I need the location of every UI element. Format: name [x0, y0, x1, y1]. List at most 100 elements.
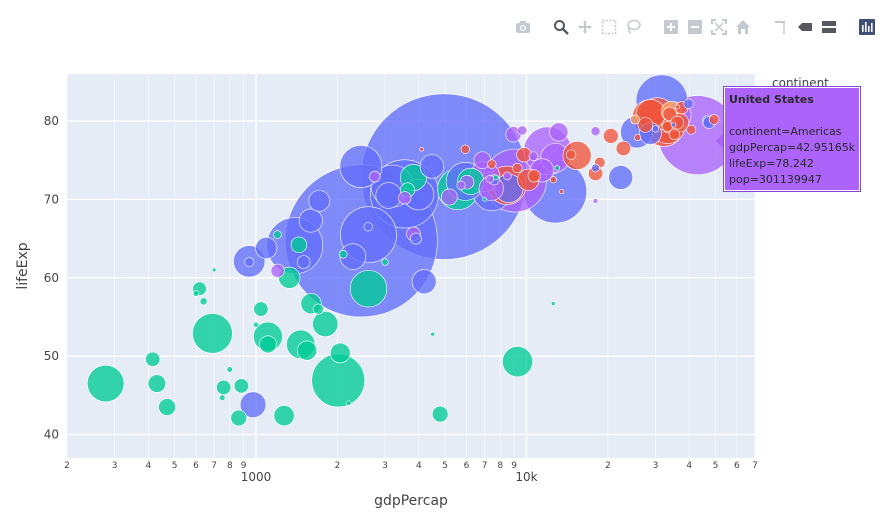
- bubble-africa[interactable]: [273, 405, 295, 427]
- bubble-europe[interactable]: [559, 188, 565, 195]
- bubble-africa[interactable]: [199, 297, 208, 306]
- bubble-africa[interactable]: [216, 379, 232, 395]
- bubble-africa[interactable]: [226, 366, 233, 373]
- bubble-americas[interactable]: [549, 122, 569, 142]
- bubble-americas[interactable]: [590, 126, 601, 137]
- bubble-africa[interactable]: [192, 290, 200, 297]
- bubble-europe[interactable]: [634, 133, 642, 142]
- bubble-africa[interactable]: [219, 394, 226, 401]
- bubble-africa[interactable]: [290, 236, 308, 254]
- bubble-africa[interactable]: [297, 340, 318, 361]
- x-minor-tick-label: 2: [335, 461, 341, 471]
- hover-compare-icon[interactable]: [820, 16, 838, 38]
- bubble-africa[interactable]: [554, 165, 561, 171]
- bubble-africa[interactable]: [145, 351, 161, 367]
- bubble-americas[interactable]: [517, 125, 528, 136]
- pan-icon[interactable]: [576, 16, 594, 38]
- bubble-americas[interactable]: [503, 171, 512, 181]
- bubble-africa[interactable]: [230, 409, 247, 427]
- bubble-europe[interactable]: [661, 120, 673, 133]
- bubble-europe[interactable]: [512, 162, 523, 174]
- bubble-europe[interactable]: [460, 144, 470, 154]
- bubble-asia[interactable]: [608, 165, 634, 190]
- bubble-africa[interactable]: [253, 321, 260, 328]
- bubble-europe[interactable]: [603, 128, 619, 144]
- bubble-americas[interactable]: [440, 188, 458, 206]
- bubble-asia[interactable]: [244, 257, 255, 267]
- camera-icon[interactable]: [514, 16, 532, 38]
- bubble-layer[interactable]: [87, 74, 738, 427]
- bubble-asia[interactable]: [651, 125, 660, 133]
- bubble-africa[interactable]: [381, 258, 389, 266]
- bubble-oceania[interactable]: [630, 114, 640, 125]
- bubble-asia[interactable]: [375, 182, 402, 209]
- bubble-asia[interactable]: [409, 232, 422, 245]
- bubble-asia[interactable]: [298, 208, 323, 233]
- bubble-asia[interactable]: [239, 391, 267, 418]
- bubble-africa[interactable]: [233, 378, 249, 394]
- bubble-europe[interactable]: [565, 149, 577, 160]
- bubble-asia[interactable]: [411, 269, 437, 295]
- bubble-americas[interactable]: [592, 198, 599, 204]
- bubble-africa[interactable]: [338, 249, 348, 259]
- bubble-europe[interactable]: [686, 124, 697, 135]
- bubble-europe[interactable]: [419, 146, 425, 152]
- bubble-asia[interactable]: [591, 163, 600, 173]
- bubble-africa[interactable]: [349, 270, 388, 308]
- bubble-africa[interactable]: [430, 331, 435, 337]
- x-minor-tick-label: 3: [112, 461, 118, 471]
- bubble-africa[interactable]: [192, 313, 233, 354]
- x-minor-tick-label: 5: [172, 461, 178, 471]
- bubble-europe[interactable]: [487, 159, 497, 169]
- bubble-africa[interactable]: [87, 364, 125, 403]
- bubble-europe[interactable]: [637, 117, 654, 133]
- x-minor-tick-label: 6: [193, 461, 199, 471]
- bubble-europe[interactable]: [675, 104, 680, 110]
- bubble-europe[interactable]: [615, 140, 632, 157]
- bubble-africa[interactable]: [492, 174, 499, 181]
- bubble-africa[interactable]: [551, 301, 556, 306]
- bubble-europe[interactable]: [562, 141, 592, 170]
- bubble-asia[interactable]: [671, 122, 677, 128]
- bubble-africa[interactable]: [312, 303, 324, 315]
- lasso-icon[interactable]: [624, 16, 642, 38]
- spike-lines-icon[interactable]: [772, 16, 790, 38]
- bubble-africa[interactable]: [346, 400, 352, 406]
- zoom-icon[interactable]: [552, 16, 570, 38]
- bubble-europe[interactable]: [527, 169, 541, 183]
- bubble-asia[interactable]: [683, 98, 694, 109]
- bubble-asia[interactable]: [296, 255, 311, 269]
- box-select-icon[interactable]: [600, 16, 618, 38]
- bubble-americas[interactable]: [369, 170, 381, 183]
- autoscale-icon[interactable]: [710, 16, 728, 38]
- zoom-out-icon[interactable]: [686, 16, 704, 38]
- bubble-africa[interactable]: [253, 301, 269, 317]
- bubble-americas[interactable]: [485, 174, 494, 184]
- x-minor-tick-label: 6: [734, 461, 740, 471]
- bubble-africa[interactable]: [330, 342, 351, 364]
- bubble-africa[interactable]: [482, 197, 487, 202]
- bubble-africa[interactable]: [502, 346, 533, 378]
- reset-axes-icon[interactable]: [734, 16, 752, 38]
- bubble-africa[interactable]: [259, 335, 277, 354]
- bubble-africa[interactable]: [158, 398, 176, 416]
- zoom-in-icon[interactable]: [662, 16, 680, 38]
- bubble-africa[interactable]: [273, 230, 282, 239]
- bubble-africa[interactable]: [147, 374, 167, 393]
- bubble-asia[interactable]: [308, 190, 330, 212]
- bubble-asia[interactable]: [255, 236, 278, 259]
- bubble-europe[interactable]: [668, 128, 681, 140]
- plotly-logo-icon[interactable]: [858, 16, 876, 38]
- bubble-americas[interactable]: [270, 263, 285, 278]
- bubble-americas[interactable]: [528, 151, 539, 162]
- bubble-africa[interactable]: [312, 310, 339, 337]
- bubble-americas[interactable]: [456, 180, 466, 190]
- bubble-asia[interactable]: [363, 222, 373, 232]
- bubble-americas[interactable]: [398, 191, 412, 205]
- hover-closest-icon[interactable]: [796, 16, 814, 38]
- bubble-africa[interactable]: [431, 405, 449, 423]
- bubble-europe[interactable]: [708, 114, 720, 125]
- bubble-europe[interactable]: [549, 176, 557, 184]
- bubble-africa[interactable]: [211, 267, 217, 273]
- bubble-asia[interactable]: [419, 154, 445, 179]
